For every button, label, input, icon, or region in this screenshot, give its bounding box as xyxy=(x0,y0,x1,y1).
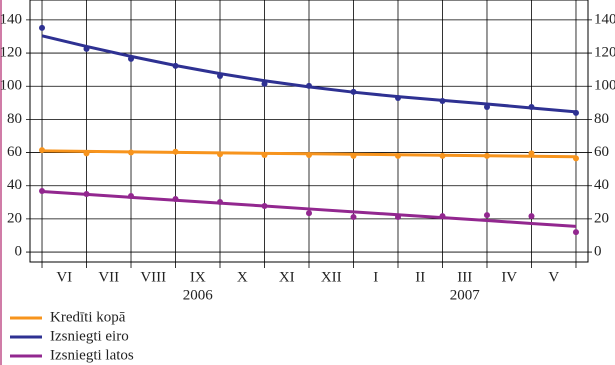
y-tick-label: 0 xyxy=(15,243,23,259)
data-point xyxy=(306,152,312,159)
data-point xyxy=(528,150,535,157)
data-point xyxy=(528,213,535,220)
x-tick-label: XI xyxy=(279,269,295,285)
x-tick-label: X xyxy=(237,269,248,285)
data-point xyxy=(217,151,224,158)
legend-label: Izsniegti eiro xyxy=(50,328,129,344)
y2-tick-label: 20 xyxy=(594,210,609,226)
x-tick-label: VIII xyxy=(140,269,166,285)
data-point xyxy=(261,80,268,87)
data-point xyxy=(39,147,46,154)
data-point xyxy=(439,97,446,104)
data-point xyxy=(306,210,312,217)
y2-tick-label: 60 xyxy=(594,144,609,160)
y-tick-label: 60 xyxy=(7,144,22,160)
year-label: 2006 xyxy=(183,287,214,303)
data-point xyxy=(217,198,224,205)
data-point xyxy=(172,148,179,155)
y-tick-label: 140 xyxy=(0,11,22,27)
year-label: 2007 xyxy=(450,287,481,303)
y-tick-label: 100 xyxy=(0,78,22,94)
data-point xyxy=(572,229,579,236)
data-point xyxy=(83,45,90,52)
y2-tick-label: 80 xyxy=(594,111,609,127)
data-point xyxy=(128,149,135,156)
y-tick-label: 80 xyxy=(7,111,22,127)
y2-tick-label: 100 xyxy=(594,78,615,94)
data-point xyxy=(83,150,90,157)
data-point xyxy=(39,24,46,31)
data-point xyxy=(261,202,268,209)
data-point xyxy=(39,188,46,195)
data-point xyxy=(350,152,357,159)
y2-tick-label: 140 xyxy=(594,11,615,27)
data-point xyxy=(350,214,357,221)
data-point xyxy=(350,88,357,95)
data-point xyxy=(483,212,490,219)
x-tick-label: V xyxy=(548,269,559,285)
y-tick-label: 20 xyxy=(7,210,22,226)
y2-tick-label: 0 xyxy=(594,243,602,259)
data-point xyxy=(128,193,135,200)
y-tick-label: 40 xyxy=(7,177,22,193)
data-point xyxy=(394,152,401,159)
data-point xyxy=(217,72,224,79)
x-tick-label: IV xyxy=(501,269,517,285)
y2-tick-label: 120 xyxy=(594,45,615,61)
data-point xyxy=(528,103,535,110)
x-tick-label: IX xyxy=(190,269,206,285)
legend-label: Kredīti kopā xyxy=(50,309,126,325)
data-point xyxy=(439,213,446,220)
x-tick-label: II xyxy=(415,269,425,285)
data-point xyxy=(572,109,579,116)
data-point xyxy=(394,95,401,102)
data-point xyxy=(261,152,268,159)
y2-tick-label: 40 xyxy=(594,177,609,193)
y-tick-label: 120 xyxy=(0,45,22,61)
data-point xyxy=(83,191,90,198)
data-point xyxy=(483,103,490,110)
data-point xyxy=(572,155,579,162)
data-point xyxy=(483,152,490,159)
data-point xyxy=(128,55,135,62)
data-point xyxy=(306,82,312,89)
x-tick-label: III xyxy=(457,269,472,285)
legend-label: Izsniegti latos xyxy=(50,347,134,363)
data-point xyxy=(439,152,446,159)
data-point xyxy=(172,62,179,69)
x-tick-label: VII xyxy=(98,269,119,285)
x-tick-label: I xyxy=(373,269,378,285)
data-point xyxy=(172,195,179,202)
x-tick-label: XII xyxy=(321,269,342,285)
x-tick-label: VI xyxy=(56,269,72,285)
data-point xyxy=(394,214,401,221)
plot-frame xyxy=(29,0,589,263)
